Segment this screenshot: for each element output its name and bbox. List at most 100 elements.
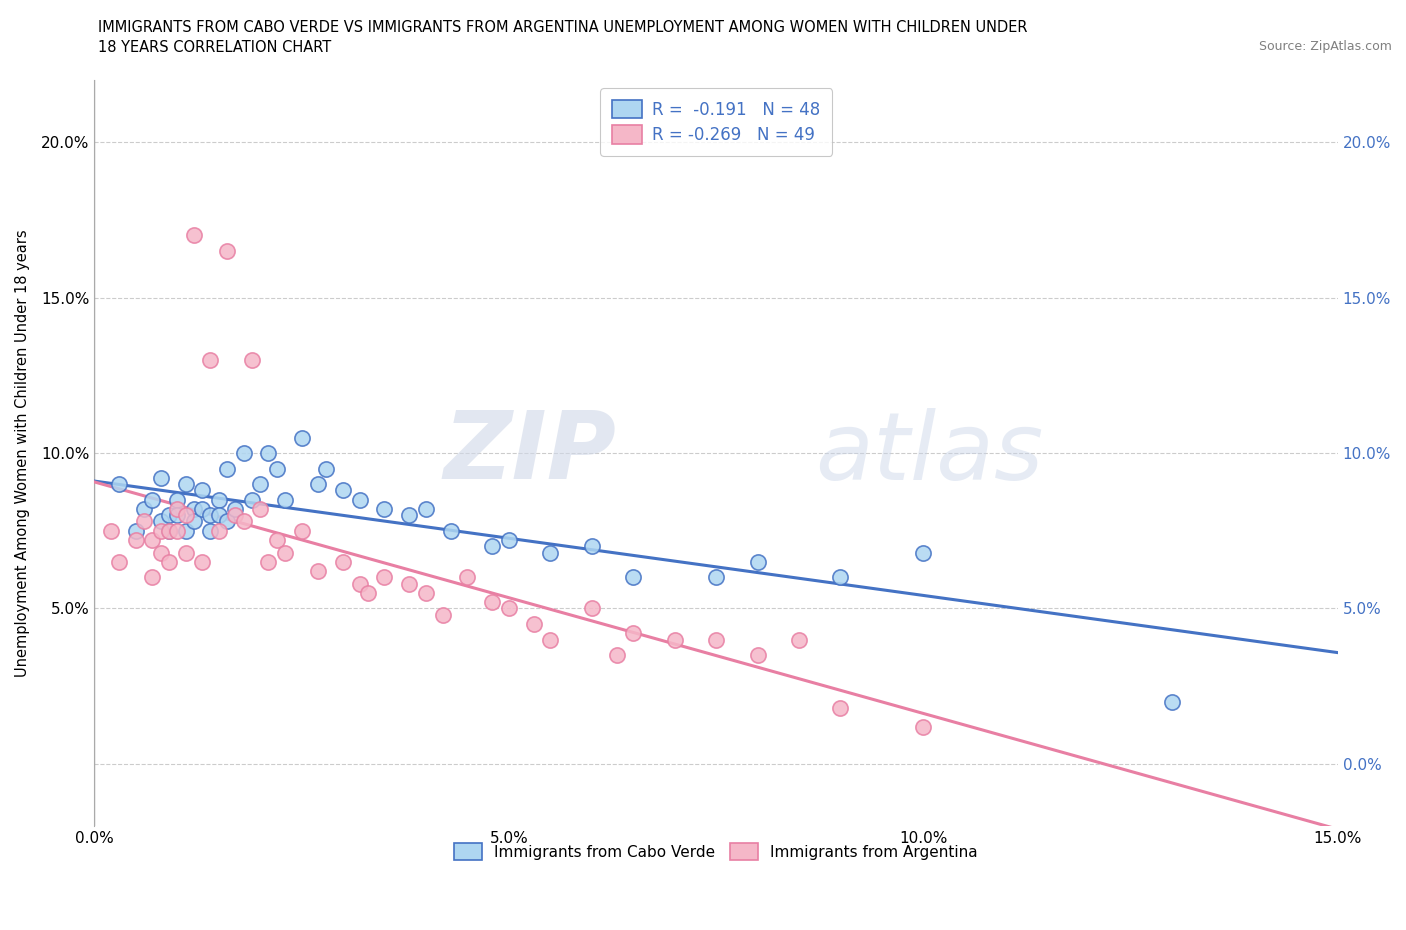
Point (141, 570, 163, 585)
Point (183, 228, 205, 243)
Point (1161, 695, 1184, 710)
Point (415, 586, 437, 601)
Point (398, 577, 420, 591)
Point (332, 554, 354, 569)
Point (912, 719, 935, 734)
Point (125, 533, 148, 548)
Point (664, 632, 686, 647)
Point (538, 632, 561, 647)
Point (290, 524, 312, 538)
Point (456, 570, 478, 585)
Text: 18 YEARS CORRELATION CHART: 18 YEARS CORRELATION CHART (98, 40, 332, 55)
Point (157, 554, 180, 569)
Point (224, 501, 246, 516)
Point (125, 524, 148, 538)
Point (149, 545, 172, 560)
Point (581, 601, 603, 616)
Point (215, 244, 238, 259)
Point (621, 570, 644, 585)
Point (200, 352, 222, 367)
Point (249, 477, 271, 492)
Text: Source: ZipAtlas.com: Source: ZipAtlas.com (1258, 40, 1392, 53)
Point (174, 545, 197, 560)
Point (307, 564, 329, 578)
Point (830, 570, 852, 585)
Point (357, 586, 380, 601)
Point (157, 524, 180, 538)
Y-axis label: Unemployment Among Women with Children Under 18 years: Unemployment Among Women with Children U… (15, 229, 30, 677)
Point (157, 508, 180, 523)
Point (141, 533, 163, 548)
Point (208, 492, 231, 507)
Point (498, 533, 520, 548)
Point (166, 524, 188, 538)
Point (747, 554, 769, 569)
Point (108, 554, 131, 569)
Point (191, 483, 214, 498)
Point (481, 595, 503, 610)
Point (704, 570, 727, 585)
Legend: Immigrants from Cabo Verde, Immigrants from Argentina: Immigrants from Cabo Verde, Immigrants f… (444, 832, 988, 870)
Point (215, 514, 238, 529)
Point (704, 632, 727, 647)
Point (787, 632, 810, 647)
Point (274, 492, 297, 507)
Point (174, 477, 197, 492)
Text: IMMIGRANTS FROM CABO VERDE VS IMMIGRANTS FROM ARGENTINA UNEMPLOYMENT AMONG WOMEN: IMMIGRANTS FROM CABO VERDE VS IMMIGRANTS… (98, 20, 1028, 35)
Point (132, 514, 155, 529)
Point (149, 514, 172, 529)
Point (538, 545, 561, 560)
Point (240, 492, 263, 507)
Point (747, 647, 769, 662)
Point (830, 700, 852, 715)
Point (208, 508, 231, 523)
Point (415, 501, 437, 516)
Point (232, 514, 254, 529)
Point (149, 524, 172, 538)
Point (200, 524, 222, 538)
Point (232, 445, 254, 460)
Point (432, 607, 454, 622)
Text: ZIP: ZIP (444, 407, 617, 499)
Point (498, 601, 520, 616)
Point (100, 524, 122, 538)
Text: atlas: atlas (815, 407, 1043, 498)
Point (523, 617, 546, 631)
Point (157, 524, 180, 538)
Point (290, 430, 312, 445)
Point (257, 445, 280, 460)
Point (240, 352, 263, 367)
Point (481, 538, 503, 553)
Point (166, 508, 188, 523)
Point (332, 483, 354, 498)
Point (266, 461, 288, 476)
Point (166, 492, 188, 507)
Point (141, 492, 163, 507)
Point (621, 626, 644, 641)
Point (183, 514, 205, 529)
Point (912, 545, 935, 560)
Point (208, 524, 231, 538)
Point (373, 501, 395, 516)
Point (174, 508, 197, 523)
Point (315, 461, 337, 476)
Point (183, 501, 205, 516)
Point (349, 492, 371, 507)
Point (191, 501, 214, 516)
Point (349, 577, 371, 591)
Point (274, 545, 297, 560)
Point (266, 533, 288, 548)
Point (108, 477, 131, 492)
Point (581, 538, 603, 553)
Point (307, 477, 329, 492)
Point (174, 524, 197, 538)
Point (149, 471, 172, 485)
Point (224, 508, 246, 523)
Point (132, 501, 155, 516)
Point (373, 570, 395, 585)
Point (166, 501, 188, 516)
Point (249, 501, 271, 516)
Point (440, 524, 463, 538)
Point (606, 647, 628, 662)
Point (191, 554, 214, 569)
